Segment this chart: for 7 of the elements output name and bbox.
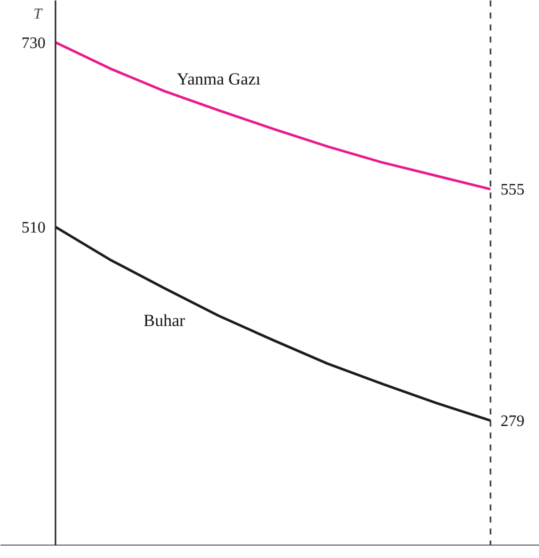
series-label: Buhar <box>143 311 186 330</box>
data-label: 510 <box>22 219 46 236</box>
series-label: Yanma Gazı <box>176 69 261 88</box>
y-axis-title: T <box>34 6 44 22</box>
data-label: 555 <box>500 182 524 199</box>
data-label: 730 <box>22 34 46 52</box>
data-label: 279 <box>500 413 524 430</box>
